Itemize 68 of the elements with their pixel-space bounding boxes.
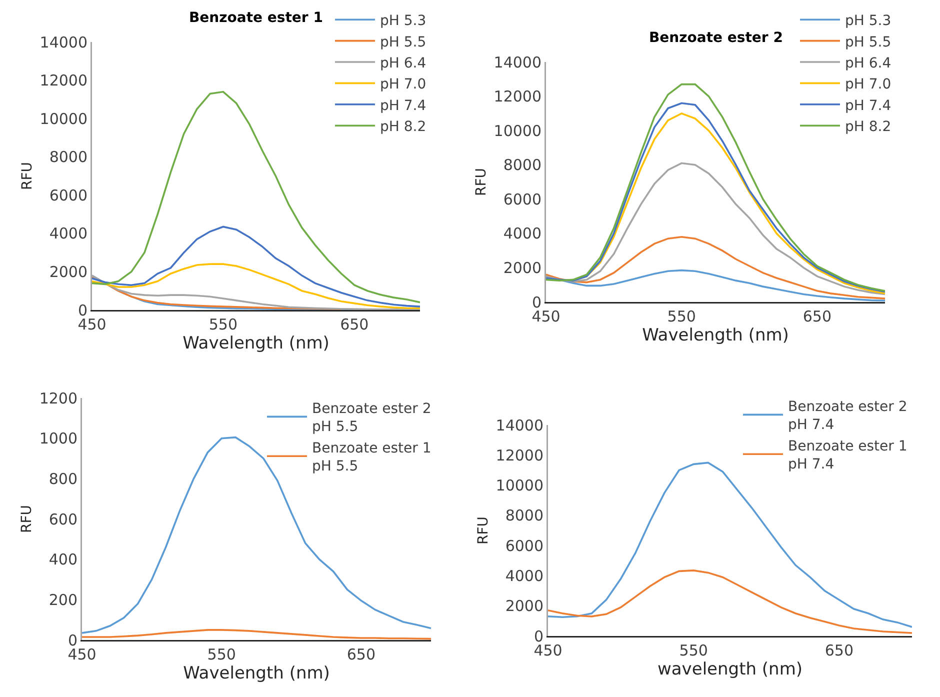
legend-label: pH 5.5 — [380, 34, 426, 50]
y-tick-label: 4000 — [49, 224, 88, 243]
y-tick-label: 14000 — [496, 416, 544, 434]
y-tick-label: 2000 — [503, 258, 542, 277]
legend-label: pH 6.4 — [845, 55, 892, 72]
line-series — [92, 276, 342, 310]
x-tick-label: 650 — [824, 642, 854, 660]
x-axis-title: Wavelength (nm) — [642, 326, 789, 346]
legend-label: pH 5.5 — [845, 34, 892, 50]
x-tick-label: 650 — [346, 646, 376, 664]
y-tick-label: 2000 — [505, 597, 544, 616]
legend-label: pH 7.4 — [845, 98, 892, 114]
y-tick-label: 8000 — [49, 148, 88, 166]
legend-label: pH 7.4 — [380, 98, 426, 114]
line-series — [82, 629, 431, 640]
x-tick-label: 650 — [802, 308, 832, 326]
y-axis-title: RFU — [474, 168, 490, 196]
y-tick-label: 10000 — [40, 110, 88, 128]
y-tick-label: 800 — [48, 470, 78, 488]
legend-label: pH 5.3 — [845, 13, 892, 30]
chart-title: Benzoate ester 1 — [189, 10, 323, 26]
y-tick-label: 1200 — [39, 389, 78, 408]
chart-title: Benzoate ester 2 — [649, 30, 783, 46]
x-tick-label: 550 — [679, 642, 708, 660]
y-tick-label: 14000 — [40, 33, 88, 52]
line-series — [92, 263, 420, 310]
y-tick-label: 4000 — [505, 566, 544, 585]
y-tick-label: 2000 — [49, 262, 88, 281]
x-tick-label: 550 — [667, 308, 696, 326]
y-tick-label: 400 — [48, 550, 78, 569]
line-series — [546, 236, 885, 300]
line-series — [92, 226, 420, 308]
y-tick-label: 10000 — [496, 476, 544, 495]
legend-label: Benzoate ester 1 pH 7.4 — [788, 438, 908, 473]
x-axis-title: Wavelength (nm) — [183, 664, 330, 684]
y-tick-label: 10000 — [494, 122, 542, 140]
y-tick-label: 8000 — [503, 156, 542, 174]
y-tick-label: 8000 — [505, 506, 544, 525]
line-series — [548, 570, 912, 634]
legend-label: Benzoate ester 1 pH 5.5 — [312, 440, 432, 475]
y-tick-label: 12000 — [494, 88, 542, 106]
x-axis-title: Wavelength (nm) — [182, 334, 330, 354]
x-tick-label: 550 — [208, 316, 238, 334]
y-tick-label: 6000 — [505, 536, 544, 555]
y-tick-label: 600 — [48, 510, 78, 528]
legend-label: pH 7.0 — [845, 76, 892, 93]
y-tick-label: 1000 — [39, 430, 78, 448]
y-tick-label: 14000 — [494, 53, 542, 72]
y-axis-title: RFU — [20, 162, 36, 190]
legend-label: pH 6.4 — [380, 55, 426, 72]
legend-label: pH 8.2 — [380, 119, 426, 136]
legend-label: Benzoate ester 2 pH 5.5 — [312, 401, 432, 436]
y-axis-title: RFU — [476, 516, 492, 545]
legend-label: pH 5.3 — [380, 13, 426, 30]
y-axis-title: RFU — [19, 504, 36, 534]
legend-label: pH 7.0 — [380, 76, 426, 93]
x-tick-label: 650 — [340, 316, 369, 334]
y-tick-label: 6000 — [503, 190, 542, 208]
y-tick-label: 4000 — [503, 224, 542, 243]
x-tick-label: 550 — [207, 646, 236, 664]
legend-label: pH 8.2 — [845, 119, 892, 136]
y-tick-label: 12000 — [496, 446, 544, 464]
line-series — [82, 436, 431, 634]
x-axis-title: wavelength (nm) — [657, 660, 803, 680]
y-tick-label: 200 — [48, 590, 78, 609]
y-tick-label: 12000 — [40, 72, 88, 90]
legend-label: Benzoate ester 2 pH 7.4 — [788, 399, 908, 434]
y-tick-label: 6000 — [49, 186, 88, 204]
